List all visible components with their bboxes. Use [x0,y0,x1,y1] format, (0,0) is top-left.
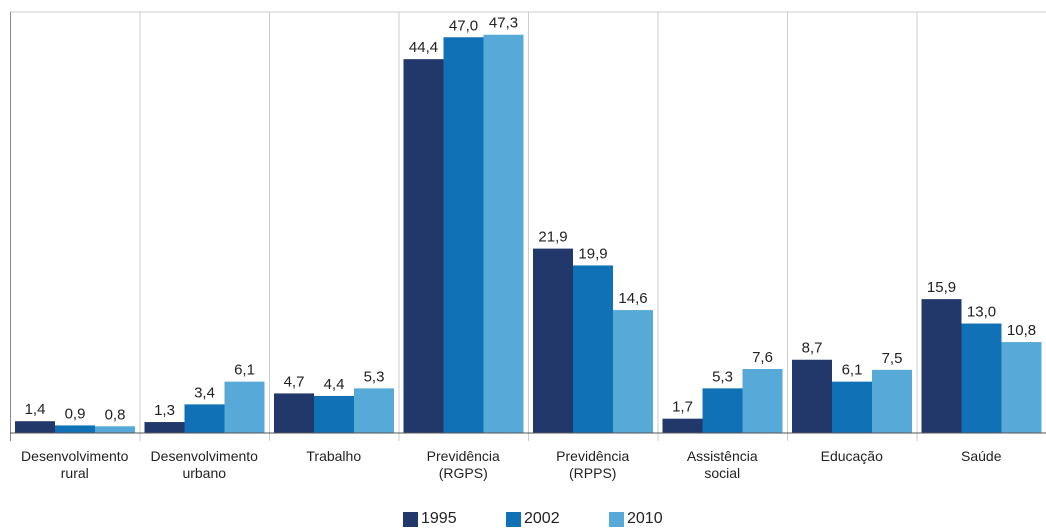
legend-label: 1995 [421,510,457,527]
bar [742,369,783,433]
value-label: 44,4 [409,39,438,56]
value-label: 1,7 [672,399,693,416]
bar [403,59,444,433]
bar [144,422,185,433]
x-tick-label: Previdência (RPPS) [556,448,630,481]
value-label: 5,3 [712,368,733,385]
legend-label: 2002 [524,510,560,527]
x-tick-label: Educação [820,448,883,464]
value-label: 8,7 [802,340,823,357]
value-label: 0,8 [105,406,126,423]
value-label: 10,8 [1007,322,1036,339]
value-label: 7,5 [882,350,903,367]
legend-swatch [403,511,418,527]
bar [573,265,613,433]
bar [872,369,912,433]
bar [792,359,832,433]
bar [274,393,314,433]
legend-swatch [609,511,624,527]
value-label: 0,9 [65,405,86,422]
bar [832,381,872,433]
bar [613,310,653,433]
value-label: 3,4 [194,384,215,401]
legend-item: 2002 [506,510,560,528]
value-label: 6,1 [842,362,863,379]
value-label: 47,0 [449,17,478,34]
value-label: 7,6 [752,349,773,366]
x-tick-label: Desenvolvimento urbano [150,448,258,481]
value-label: 19,9 [578,245,607,262]
bar [55,425,95,433]
value-label: 5,3 [364,368,385,385]
x-tick-label: Trabalho [306,448,362,464]
x-tick-label: Previdência (RGPS) [426,448,500,481]
legend-label: 2010 [627,510,663,527]
legend-item: 2010 [609,510,663,528]
bar [184,404,225,433]
value-label: 14,6 [618,290,647,307]
value-label: 1,3 [154,402,175,419]
value-label: 13,0 [967,304,996,321]
bar [921,299,962,433]
bar [483,34,524,433]
x-tick-label: Desenvolvimento rural [21,448,129,481]
value-label: 21,9 [538,229,567,246]
value-label: 4,7 [284,373,305,390]
bar [443,37,484,433]
bar [961,323,1002,433]
bar [95,426,135,433]
bar [354,388,394,433]
value-label: 47,3 [489,15,518,32]
x-tick-label: Saúde [961,448,1002,464]
bar [533,248,573,433]
bar [15,421,55,433]
value-label: 15,9 [927,279,956,296]
bar [662,418,703,433]
legend-item: 1995 [403,510,457,528]
bar [1001,342,1042,433]
value-label: 4,4 [324,376,345,393]
x-tick-label: Assistência social [686,448,758,481]
legend-swatch [506,511,521,527]
value-label: 6,1 [234,362,255,379]
bar [314,395,354,433]
value-label: 1,4 [25,401,46,418]
bar [224,381,265,433]
bar [702,388,743,433]
